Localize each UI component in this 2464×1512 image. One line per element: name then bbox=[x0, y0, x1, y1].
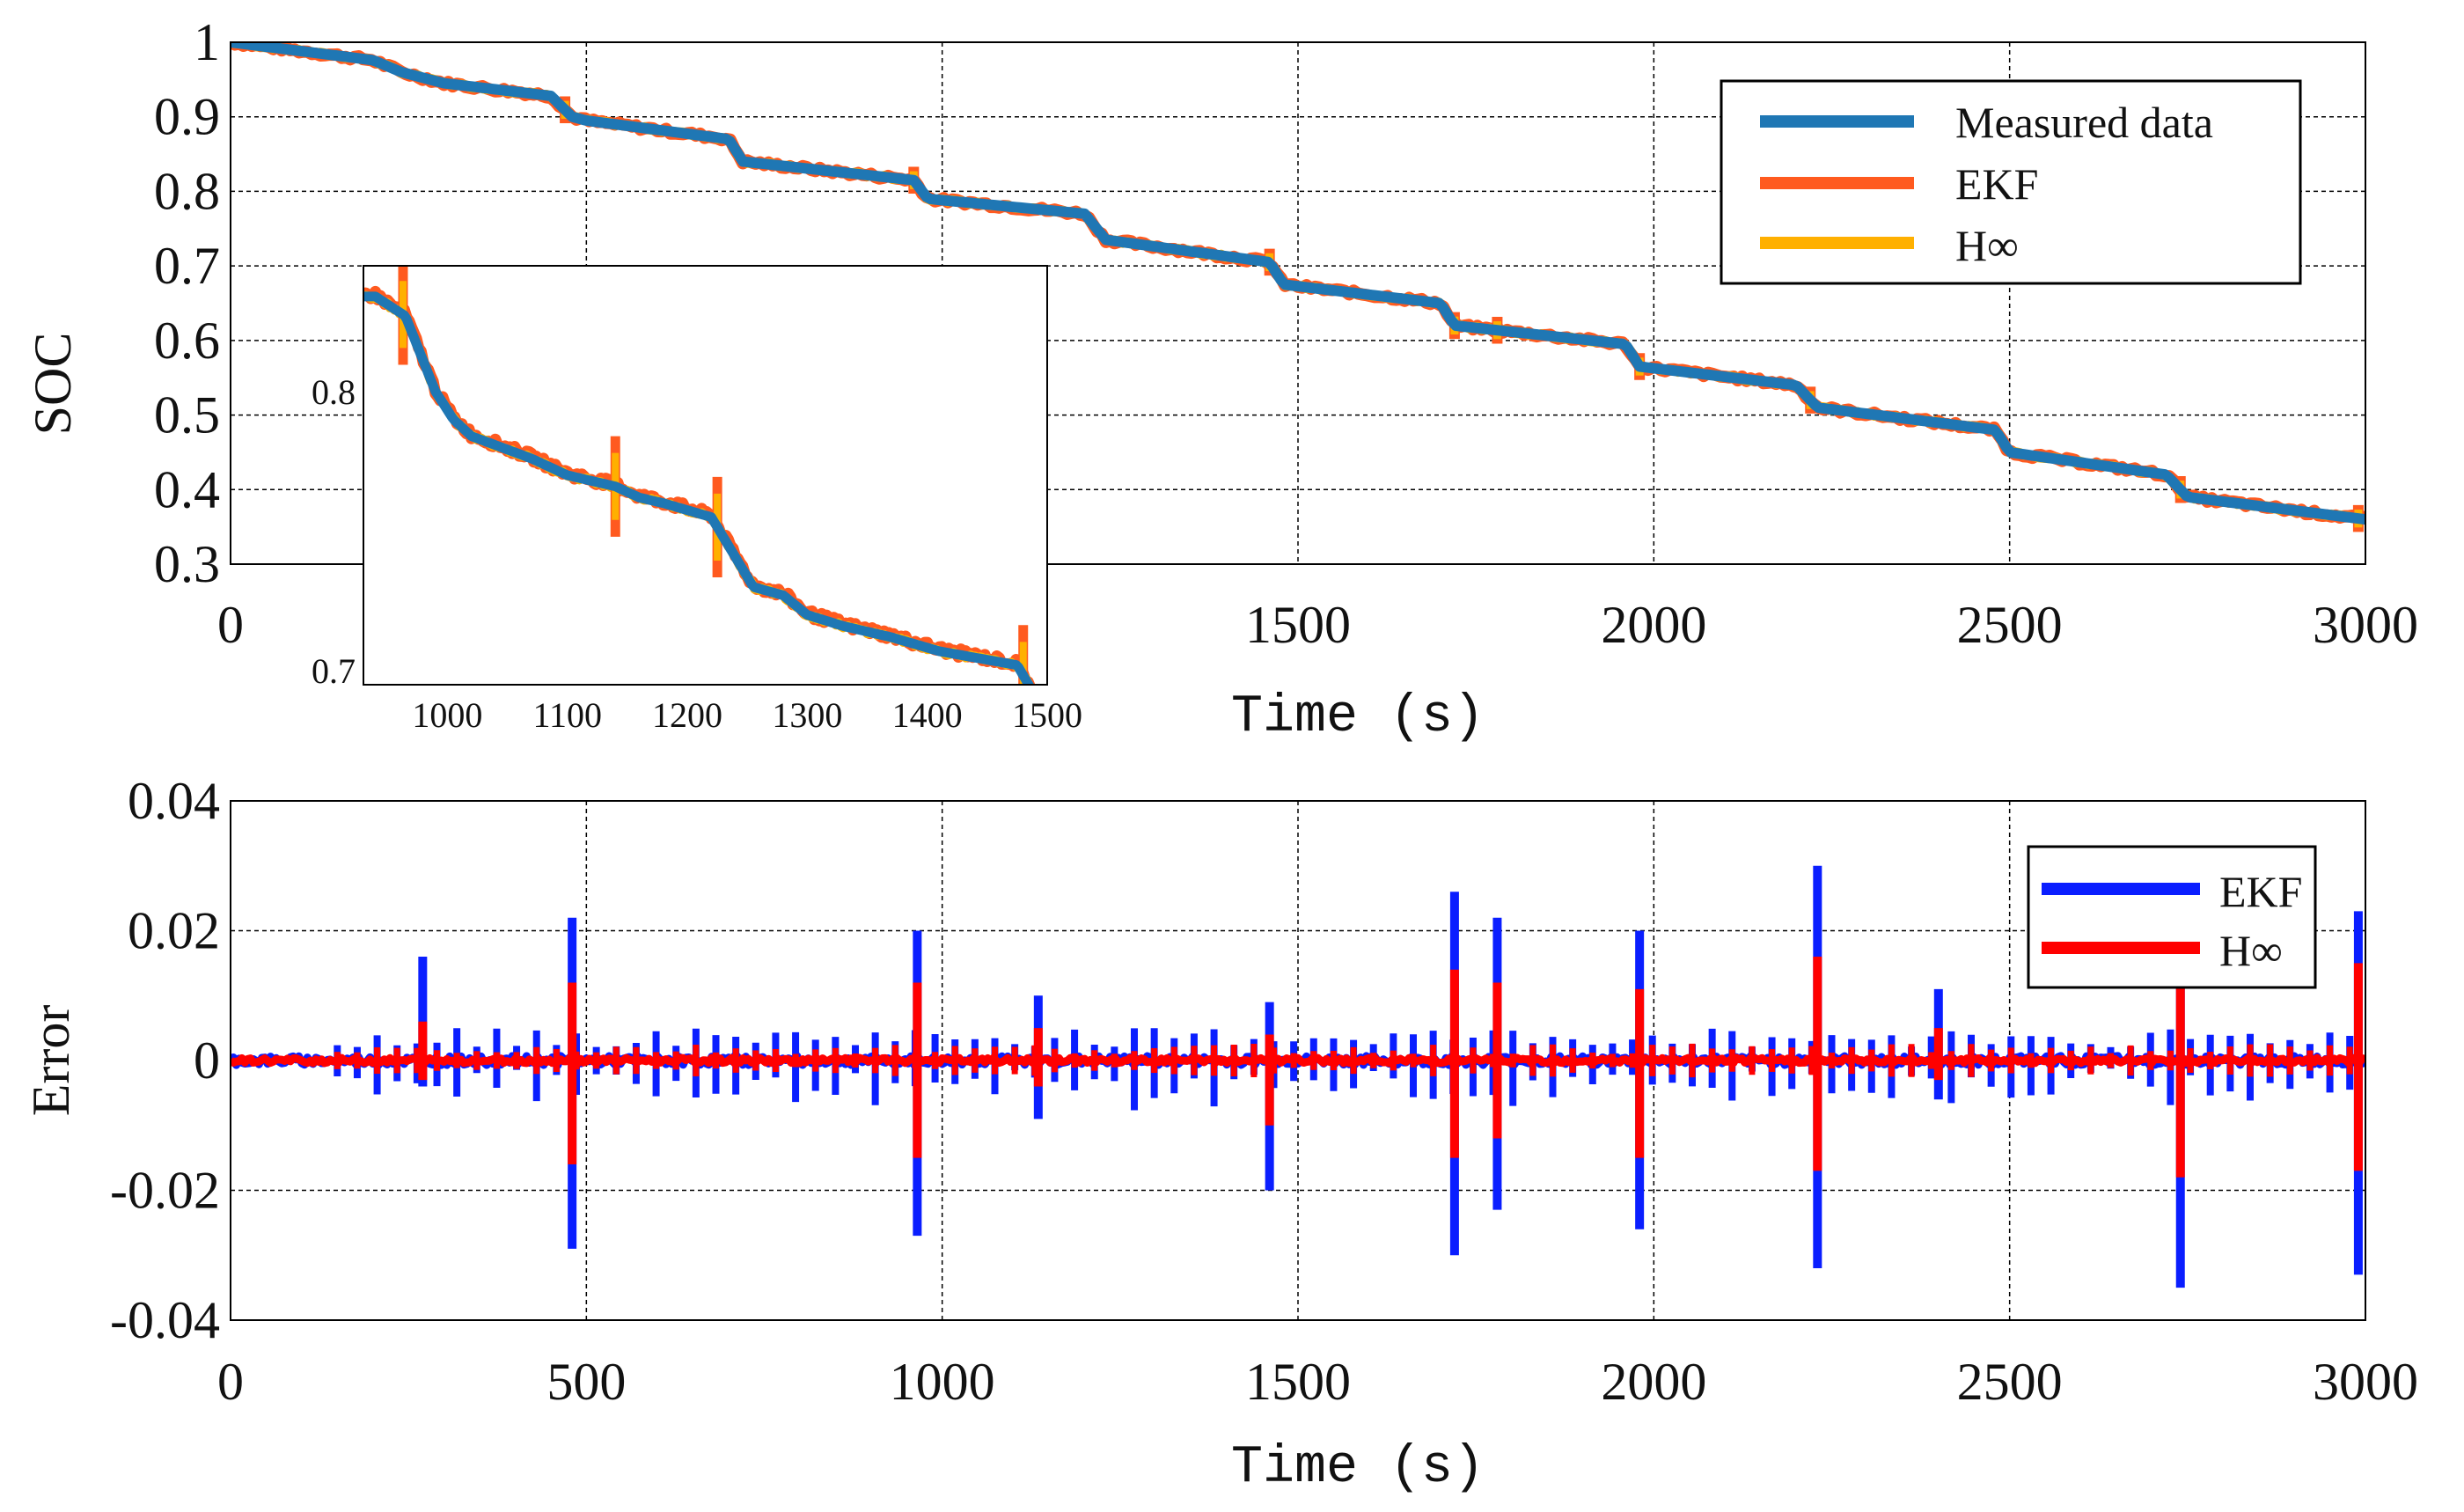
soc-y-tick-label: 0.3 bbox=[154, 535, 220, 593]
soc-inset-x-axis: 1000 1100 1200 1300 1400 1500 bbox=[412, 695, 1082, 735]
error-y-tick-label: -0.02 bbox=[110, 1162, 220, 1220]
soc-measured-line bbox=[231, 42, 2365, 525]
error-x-tick-label: 2000 bbox=[1601, 1353, 1706, 1411]
soc-y-tick-label: 0.9 bbox=[154, 88, 220, 146]
soc-y-tick-label: 0.4 bbox=[154, 460, 220, 518]
soc-legend: Measured data EKF H∞ bbox=[1720, 79, 2302, 285]
inset-x-tick-label: 1300 bbox=[772, 695, 842, 735]
soc-y-axis: 0.3 0.4 0.5 0.6 0.7 0.8 0.9 1 bbox=[154, 13, 220, 593]
error-x-axis: 0 500 1000 1500 2000 2500 3000 bbox=[217, 1353, 2418, 1411]
legend-error-ekf-label: EKF bbox=[2219, 867, 2302, 916]
error-x-tick-label: 2500 bbox=[1957, 1353, 2063, 1411]
error-y-axis-title: Error bbox=[22, 1005, 80, 1117]
soc-x-axis-title: Time (s) bbox=[1231, 687, 1485, 747]
inset-x-tick-label: 1200 bbox=[652, 695, 722, 735]
error-panel: -0.04 -0.02 0 0.02 0.04 0 500 1000 1500 2000 2500… bbox=[22, 772, 2418, 1498]
soc-inset: 0.7 0.8 1000 1100 1200 1300 1400 1500 bbox=[312, 265, 1082, 735]
error-x-tick-label: 1000 bbox=[890, 1353, 995, 1411]
legend-error-hinf-label: H∞ bbox=[2219, 926, 2283, 975]
soc-y-tick-label: 0.5 bbox=[154, 386, 220, 444]
soc-y-tick-label: 1 bbox=[194, 13, 220, 71]
soc-inset-y-axis: 0.7 0.8 bbox=[312, 372, 356, 691]
inset-x-tick-label: 1400 bbox=[892, 695, 963, 735]
inset-x-tick-label: 1500 bbox=[1012, 695, 1082, 735]
error-x-tick-label: 500 bbox=[546, 1353, 626, 1411]
inset-y-tick-label: 0.7 bbox=[312, 651, 356, 691]
error-y-tick-label: 0.04 bbox=[128, 772, 220, 830]
error-x-axis-title: Time (s) bbox=[1231, 1438, 1485, 1498]
inset-x-tick-label: 1100 bbox=[532, 695, 602, 735]
error-x-tick-label: 1500 bbox=[1245, 1353, 1351, 1411]
inset-measured-line bbox=[363, 291, 1035, 685]
soc-x-tick-label: 0 bbox=[217, 596, 244, 654]
soc-y-tick-label: 0.7 bbox=[154, 237, 220, 295]
soc-y-axis-title: SOC bbox=[24, 333, 82, 436]
error-x-tick-label: 0 bbox=[217, 1353, 244, 1411]
legend-ekf-label: EKF bbox=[1955, 159, 2038, 209]
soc-inset-area bbox=[363, 266, 1047, 685]
soc-lines bbox=[231, 42, 2365, 532]
error-y-tick-label: 0 bbox=[194, 1031, 220, 1090]
error-x-tick-label: 3000 bbox=[2313, 1353, 2418, 1411]
legend-measured-label: Measured data bbox=[1955, 98, 2213, 147]
error-legend-box bbox=[2027, 845, 2317, 989]
soc-frame bbox=[230, 41, 2366, 565]
error-y-axis: -0.04 -0.02 0 0.02 0.04 bbox=[110, 772, 220, 1349]
legend-hinf-label: H∞ bbox=[1955, 221, 2019, 270]
error-y-tick-label: -0.04 bbox=[110, 1291, 220, 1349]
soc-inset-frame bbox=[363, 265, 1048, 686]
error-legend: EKF H∞ bbox=[2027, 845, 2317, 989]
soc-x-tick-label: 3000 bbox=[2313, 596, 2418, 654]
soc-panel: 0.30.40.50.60.70.80.91 05001000150020002… bbox=[24, 13, 2418, 747]
error-y-tick-label: 0.02 bbox=[128, 902, 220, 960]
error-hinf-line bbox=[231, 1053, 2365, 1068]
soc-x-tick-label: 2000 bbox=[1601, 596, 1706, 654]
soc-y-tick-label: 0.6 bbox=[154, 312, 220, 370]
soc-x-tick-label: 1500 bbox=[1245, 596, 1351, 654]
soc-inset-lines bbox=[363, 266, 1036, 685]
soc-y-tick-label: 0.8 bbox=[154, 162, 220, 220]
soc-x-tick-label: 2500 bbox=[1957, 596, 2063, 654]
inset-y-tick-label: 0.8 bbox=[312, 372, 356, 412]
inset-x-tick-label: 1000 bbox=[412, 695, 482, 735]
error-frame bbox=[230, 800, 2366, 1321]
